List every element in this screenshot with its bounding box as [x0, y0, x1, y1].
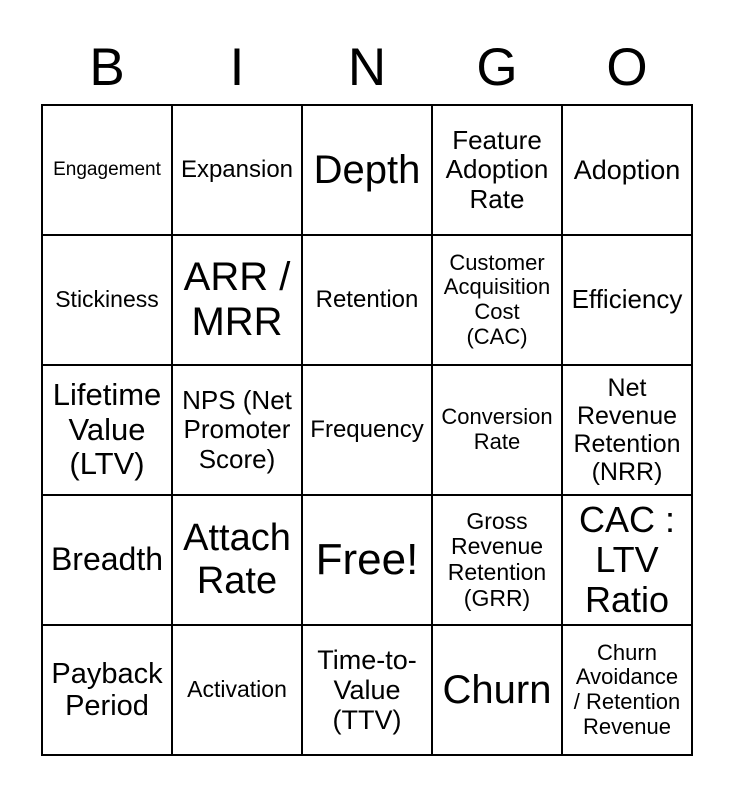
bingo-cell[interactable]: Net Revenue Retention (NRR)	[562, 365, 692, 495]
bingo-cell[interactable]: Efficiency	[562, 235, 692, 365]
bingo-cell[interactable]: Activation	[172, 625, 302, 755]
bingo-cell[interactable]: ARR / MRR	[172, 235, 302, 365]
bingo-cell[interactable]: Expansion	[172, 105, 302, 235]
bingo-cell[interactable]: Breadth	[42, 495, 172, 625]
bingo-grid: Engagement Expansion Depth Feature Adoption…	[41, 104, 693, 756]
bingo-cell[interactable]: Engagement	[42, 105, 172, 235]
bingo-cell[interactable]: Churn Avoidance / Retention Revenue	[562, 625, 692, 755]
bingo-cell[interactable]: Gross Revenue Retention (GRR)	[432, 495, 562, 625]
title-letter-i: I	[229, 38, 245, 97]
bingo-cell-free[interactable]: Free!	[302, 495, 432, 625]
bingo-cell[interactable]: Time-to- Value (TTV)	[302, 625, 432, 755]
bingo-cell[interactable]: Attach Rate	[172, 495, 302, 625]
bingo-cell[interactable]: Customer Acquisition Cost (CAC)	[432, 235, 562, 365]
bingo-cell[interactable]: NPS (Net Promoter Score)	[172, 365, 302, 495]
title-letter-b: B	[89, 38, 125, 97]
title-letter-n: N	[347, 38, 387, 97]
bingo-cell[interactable]: Depth	[302, 105, 432, 235]
bingo-cell[interactable]: Frequency	[302, 365, 432, 495]
bingo-cell[interactable]: Feature Adoption Rate	[432, 105, 562, 235]
bingo-cell[interactable]: Lifetime Value (LTV)	[42, 365, 172, 495]
title-letter-g: G	[476, 38, 518, 97]
bingo-cell[interactable]: Conversion Rate	[432, 365, 562, 495]
bingo-cell[interactable]: Payback Period	[42, 625, 172, 755]
bingo-cell[interactable]: Churn	[432, 625, 562, 755]
title-letter-o: O	[606, 38, 648, 97]
bingo-cell[interactable]: Adoption	[562, 105, 692, 235]
bingo-title: B I N G O	[42, 0, 692, 104]
bingo-cell[interactable]: Retention	[302, 235, 432, 365]
bingo-cell[interactable]: CAC : LTV Ratio	[562, 495, 692, 625]
bingo-cell[interactable]: Stickiness	[42, 235, 172, 365]
